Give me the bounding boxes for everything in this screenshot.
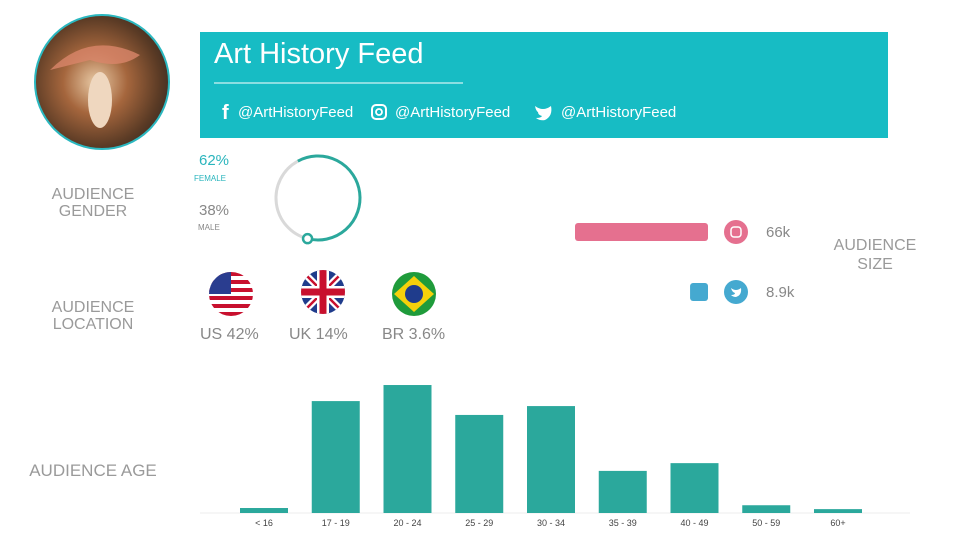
age-bar xyxy=(670,463,719,513)
br-flag xyxy=(392,272,436,316)
header-banner xyxy=(200,32,888,138)
location-label: US 42% xyxy=(200,326,259,343)
donut-knob xyxy=(301,232,314,245)
x-tick-label: < 16 xyxy=(255,518,273,528)
age-bar xyxy=(240,508,288,513)
x-tick-label: 60+ xyxy=(830,518,845,528)
uk-flag xyxy=(301,270,345,314)
age-bar xyxy=(598,470,647,513)
avatar-figure xyxy=(88,72,112,128)
x-tick-label: 17 - 19 xyxy=(322,518,350,528)
twitter-icon xyxy=(535,106,552,121)
x-tick-label: 40 - 49 xyxy=(680,518,708,528)
size-label: 8.9k xyxy=(766,284,795,301)
age-bar xyxy=(527,406,575,513)
facebook-handle: @ArtHistoryFeed xyxy=(238,104,354,121)
instagram-icon-lens xyxy=(375,108,383,116)
twitter-handle: @ArtHistoryFeed xyxy=(561,104,677,121)
location-label: BR 3.6% xyxy=(382,326,446,343)
donut-segment xyxy=(274,159,308,241)
avatar-detail xyxy=(50,45,140,70)
us-flag xyxy=(209,272,253,316)
male-percent: 38% xyxy=(199,202,230,219)
size-label: 66k xyxy=(766,224,791,241)
x-tick-label: 50 - 59 xyxy=(752,518,780,528)
female-percent: 62% xyxy=(199,152,230,169)
age-bar xyxy=(383,385,432,513)
size-bar xyxy=(575,223,708,241)
age-bar xyxy=(814,509,862,513)
age-bar xyxy=(455,414,504,513)
male-label: MALE xyxy=(198,223,220,232)
location-label: UK 14% xyxy=(289,326,348,343)
age-bar xyxy=(311,401,360,513)
age-bar xyxy=(742,505,791,513)
x-tick-label: 25 - 29 xyxy=(465,518,493,528)
size-bar xyxy=(690,283,708,301)
header-title: Art History Feed xyxy=(214,38,424,70)
section-label: AUDIENCE SIZE xyxy=(833,237,917,273)
section-label: AUDIENCE GENDER xyxy=(51,186,135,220)
donut-segment xyxy=(297,154,362,242)
x-tick-label: 35 - 39 xyxy=(609,518,637,528)
instagram-handle: @ArtHistoryFeed xyxy=(395,104,511,121)
facebook-icon: f xyxy=(222,102,229,124)
x-tick-label: 30 - 34 xyxy=(537,518,565,528)
female-label: FEMALE xyxy=(194,174,227,183)
instagram-glyph xyxy=(730,226,742,238)
instagram-icon xyxy=(371,104,387,120)
twitter-glyph xyxy=(731,288,742,297)
section-label: AUDIENCE AGE xyxy=(29,461,157,480)
section-label: AUDIENCE LOCATION xyxy=(51,299,135,333)
instagram-badge xyxy=(724,220,748,244)
x-tick-label: 20 - 24 xyxy=(393,518,421,528)
